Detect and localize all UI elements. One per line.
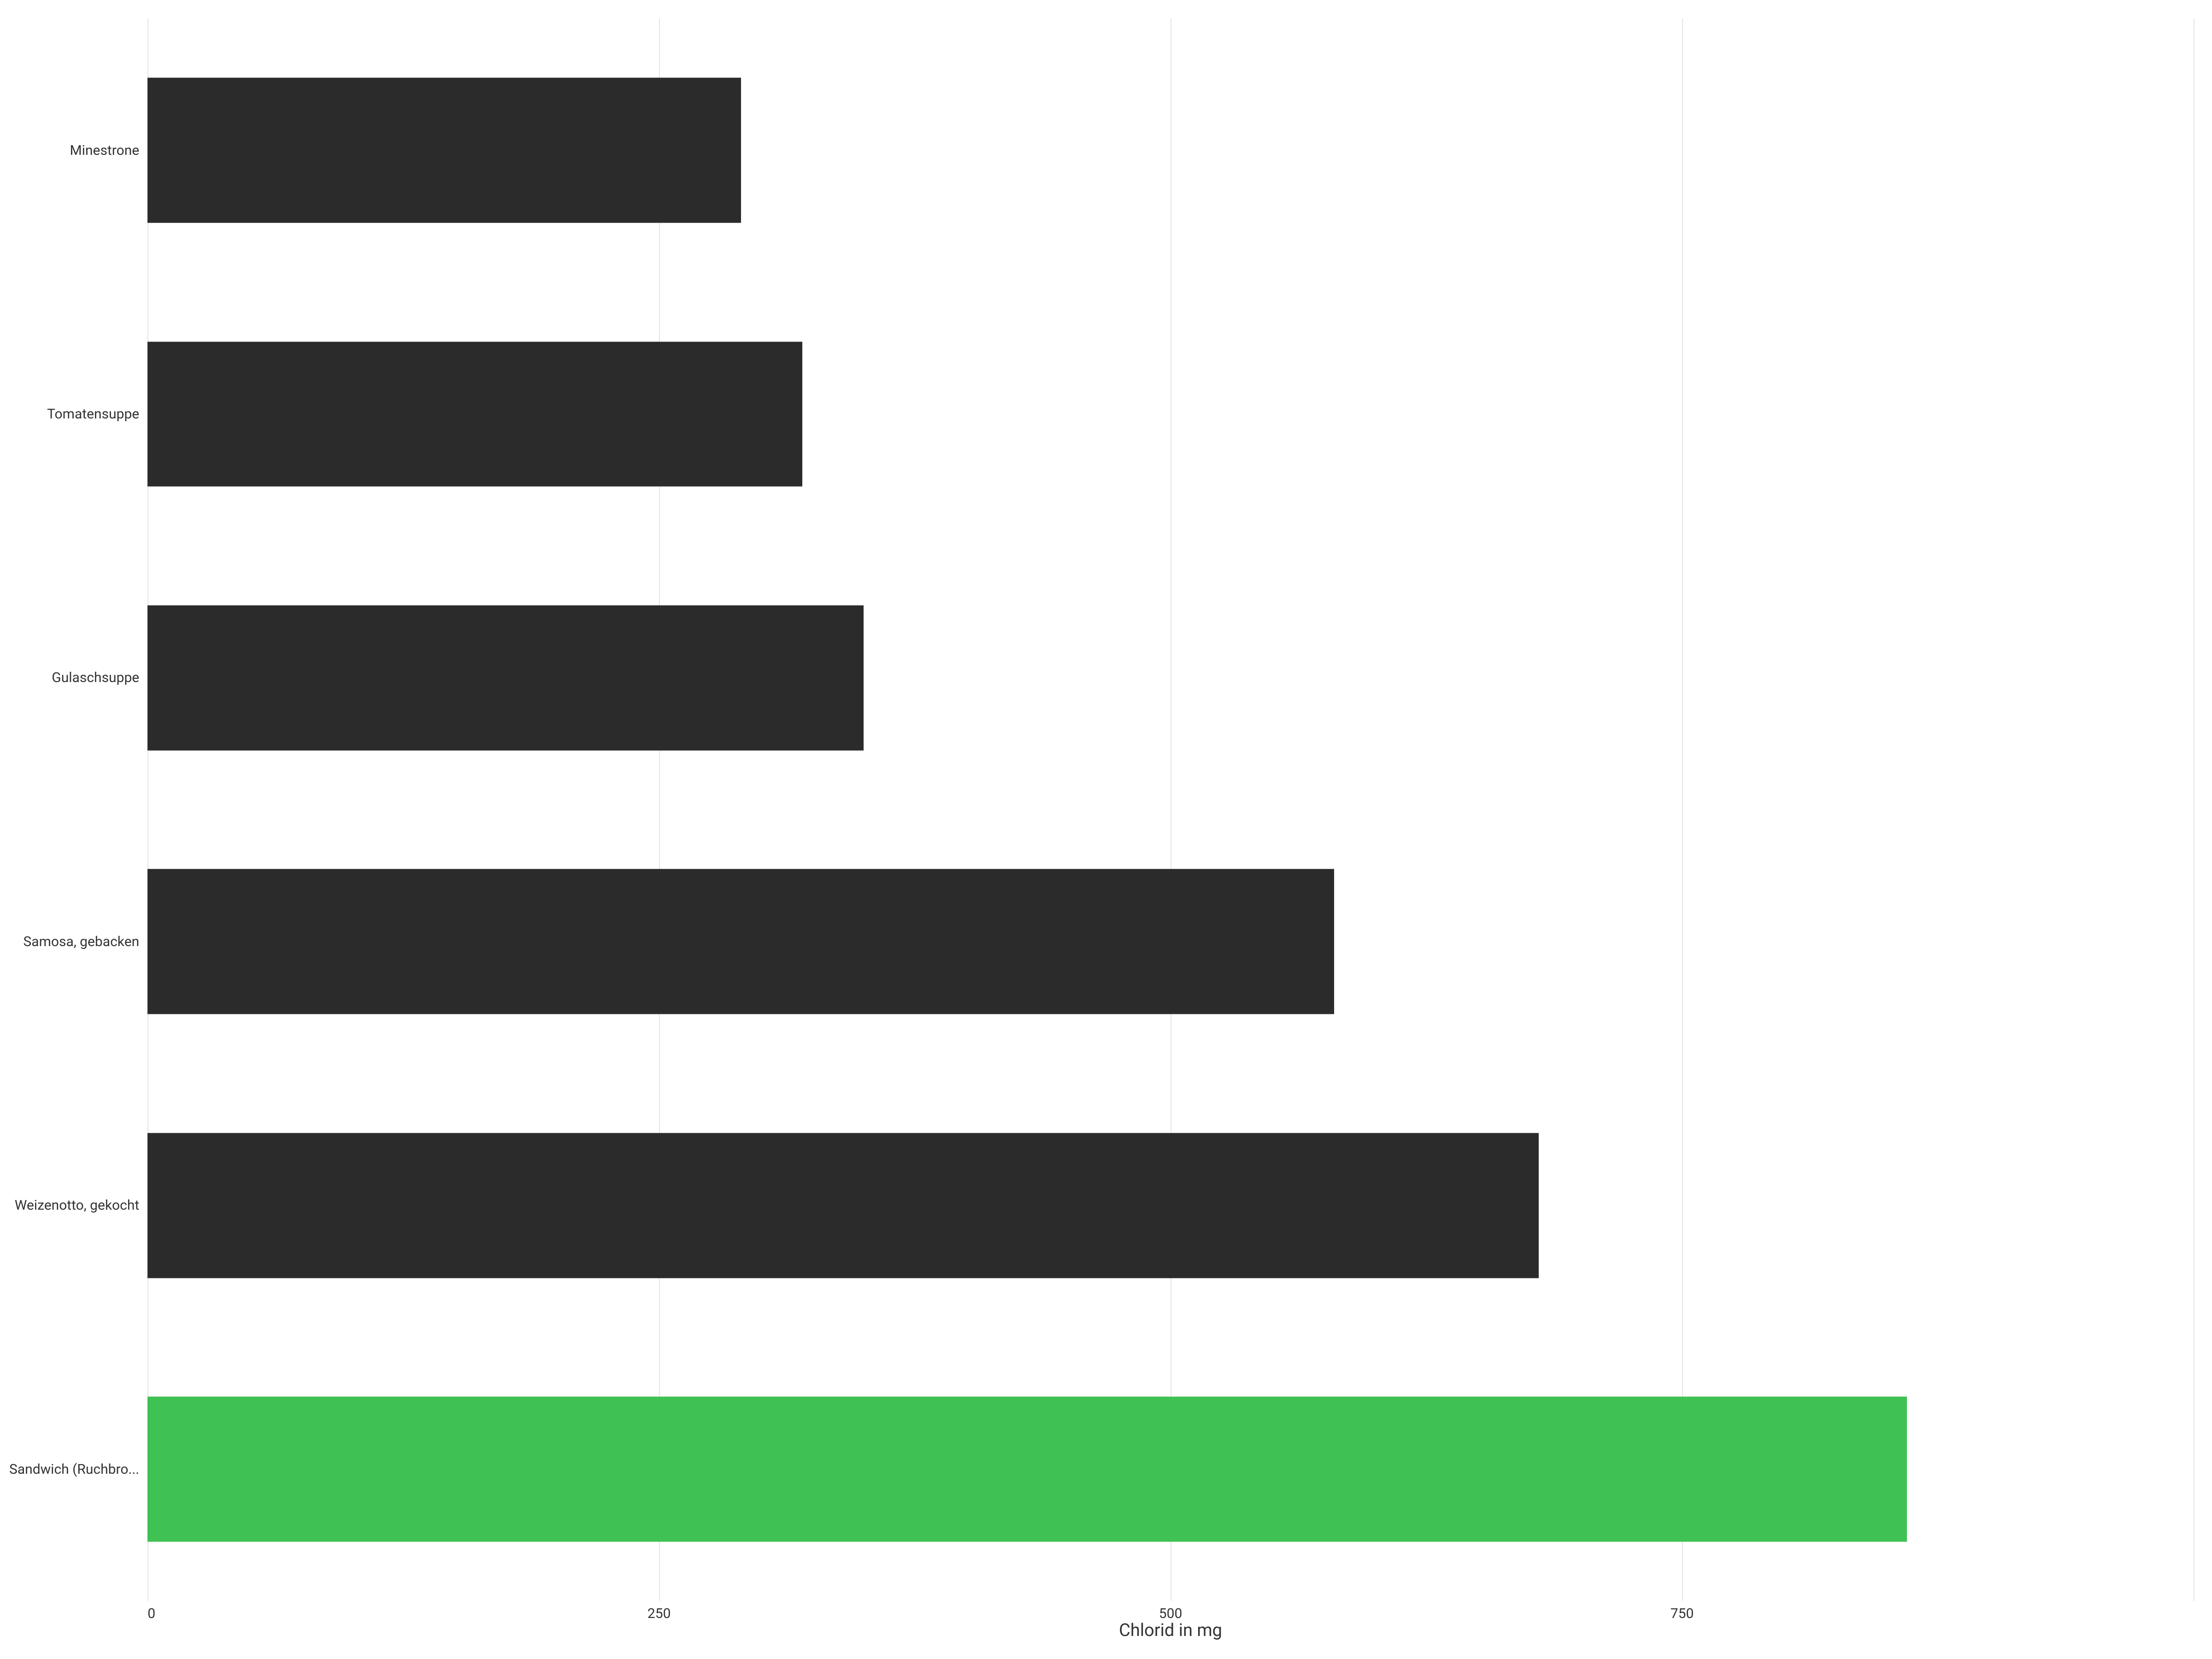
y-axis-label: Sandwich (Ruchbro... xyxy=(9,1462,139,1477)
bar xyxy=(147,606,864,751)
bar-slot xyxy=(147,810,2194,1073)
bar xyxy=(147,78,741,223)
x-axis-tick-label: 0 xyxy=(147,1606,155,1622)
bar-slot xyxy=(147,546,2194,810)
chart-container: Minestrone Tomatensuppe Gulaschsuppe Samosa… xyxy=(0,0,2212,1659)
bar-slot xyxy=(147,1337,2194,1601)
bar-slot xyxy=(147,282,2194,546)
plot-area xyxy=(147,18,2194,1601)
bar xyxy=(147,341,802,487)
y-axis-label: Tomatensuppe xyxy=(9,406,139,422)
bar xyxy=(147,1133,1539,1278)
bar xyxy=(147,1397,1907,1542)
bars xyxy=(147,18,2194,1601)
bar-slot xyxy=(147,1074,2194,1337)
y-axis-labels: Minestrone Tomatensuppe Gulaschsuppe Samosa… xyxy=(9,18,147,1601)
y-axis-label: Minestrone xyxy=(9,143,139,158)
x-axis-tick-label: 500 xyxy=(1159,1606,1182,1622)
bar-slot xyxy=(147,18,2194,282)
y-axis-label: Samosa, gebacken xyxy=(9,934,139,949)
bar xyxy=(147,869,1334,1014)
x-axis-tick-label: 250 xyxy=(647,1606,671,1622)
x-axis-ticks: 0250500750 xyxy=(147,1606,2194,1618)
x-axis-tick-label: 750 xyxy=(1671,1606,1694,1622)
bar-chart: Minestrone Tomatensuppe Gulaschsuppe Samosa… xyxy=(9,18,2194,1641)
y-axis-label: Gulaschsuppe xyxy=(9,670,139,685)
y-axis-label: Weizenotto, gekocht xyxy=(9,1198,139,1213)
x-axis-title: Chlorid in mg xyxy=(147,1620,2194,1641)
